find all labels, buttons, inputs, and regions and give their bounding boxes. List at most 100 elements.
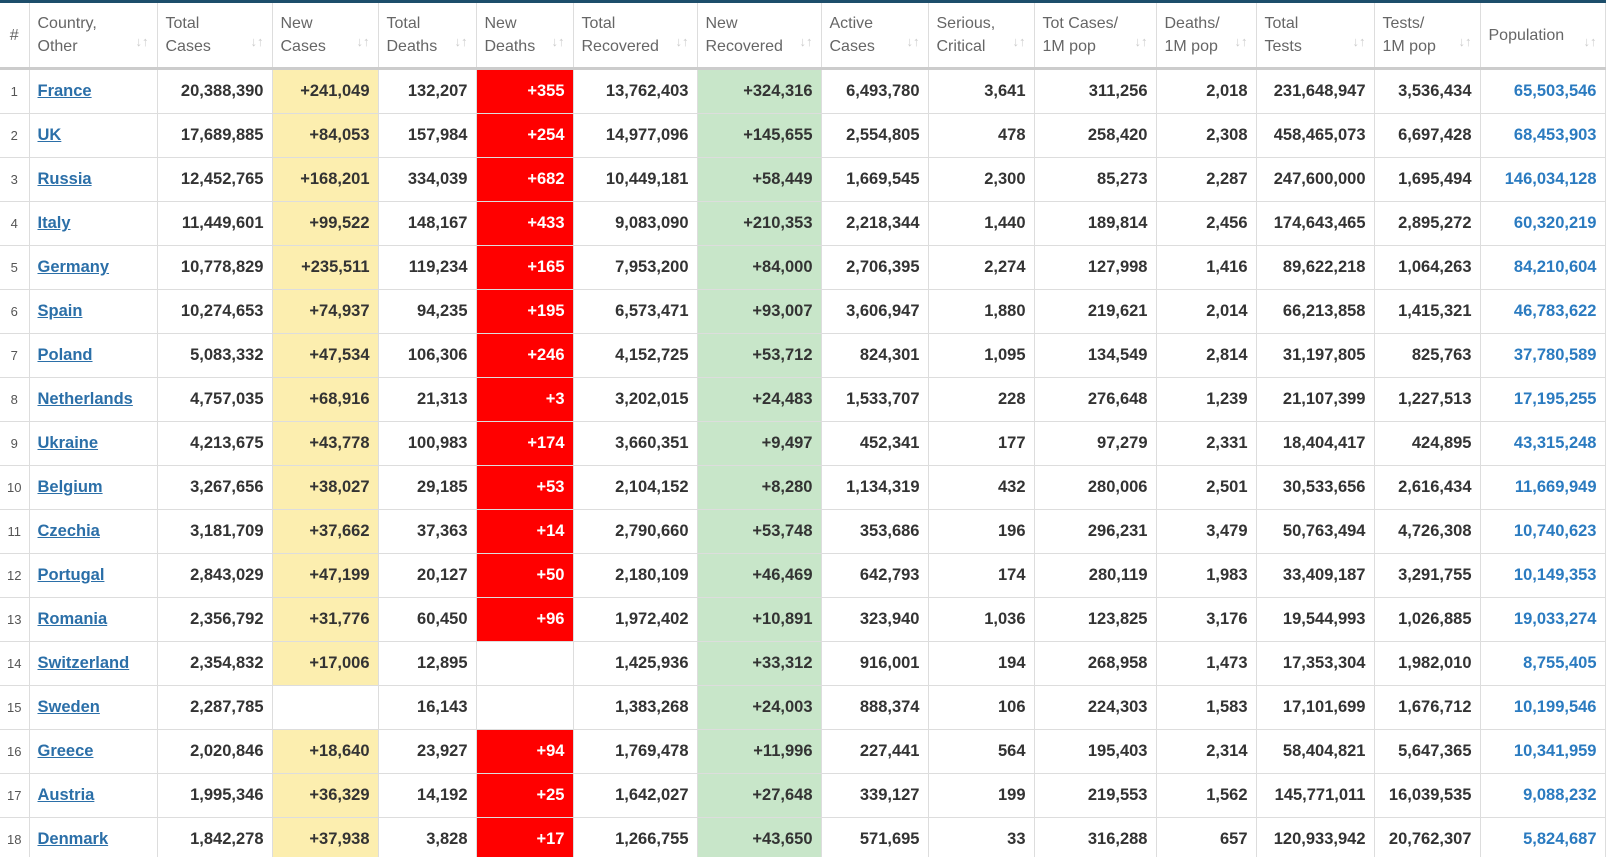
cell: 2,501 bbox=[1156, 465, 1257, 510]
country-link[interactable]: Poland bbox=[37, 346, 93, 364]
cell: +53,748 bbox=[697, 509, 822, 554]
cell: 1,676,712 bbox=[1374, 685, 1481, 730]
cell: 2,354,832 bbox=[157, 641, 273, 686]
cell: 189,814 bbox=[1034, 201, 1157, 246]
cell: Portugal bbox=[29, 553, 158, 598]
cell: 1,425,936 bbox=[573, 641, 698, 686]
cell: 65,503,546 bbox=[1480, 68, 1606, 114]
sort-icon[interactable]: ↓↑ bbox=[675, 34, 689, 49]
column-header[interactable]: Total Deaths ↓↑ bbox=[378, 1, 477, 70]
cell: 12,452,765 bbox=[157, 157, 273, 202]
cell: +50 bbox=[476, 553, 574, 598]
cell: 10,341,959 bbox=[1480, 729, 1606, 774]
header-text: Tests bbox=[1264, 38, 1302, 55]
country-link[interactable]: Netherlands bbox=[37, 390, 133, 408]
cell: 2,554,805 bbox=[821, 113, 929, 158]
header-text: Serious, bbox=[936, 15, 996, 32]
column-header[interactable]: # bbox=[0, 1, 30, 70]
column-header[interactable]: Total Recovered ↓↑ bbox=[573, 1, 698, 70]
cell: 825,763 bbox=[1374, 333, 1481, 378]
sort-icon[interactable]: ↓↑ bbox=[135, 34, 149, 49]
cell: 2,287,785 bbox=[157, 685, 273, 730]
country-link[interactable]: Romania bbox=[37, 610, 108, 628]
column-header[interactable]: Deaths/1M pop ↓↑ bbox=[1156, 1, 1257, 70]
country-link[interactable]: UK bbox=[37, 126, 62, 144]
country-link[interactable]: Russia bbox=[37, 170, 92, 188]
cell: 120,933,942 bbox=[1256, 817, 1375, 857]
cell: 7,953,200 bbox=[573, 245, 698, 290]
country-link[interactable]: Italy bbox=[37, 214, 71, 232]
sort-icon[interactable]: ↓↑ bbox=[1583, 34, 1597, 49]
cell: 353,686 bbox=[821, 509, 929, 554]
country-link[interactable]: Switzerland bbox=[37, 654, 130, 672]
cell: 2,018 bbox=[1156, 68, 1257, 114]
cell: 17,101,699 bbox=[1256, 685, 1375, 730]
sort-icon[interactable]: ↓↑ bbox=[454, 34, 468, 49]
cell: +53,712 bbox=[697, 333, 822, 378]
cell: 4,152,725 bbox=[573, 333, 698, 378]
sort-icon[interactable]: ↓↑ bbox=[799, 34, 813, 49]
column-header[interactable]: Country, Other ↓↑ bbox=[29, 1, 158, 70]
cell: +11,996 bbox=[697, 729, 822, 774]
cell: 3,181,709 bbox=[157, 509, 273, 554]
cell: +68,916 bbox=[272, 377, 379, 422]
country-link[interactable]: Ukraine bbox=[37, 434, 99, 452]
column-header[interactable]: Tot Cases/1M pop ↓↑ bbox=[1034, 1, 1157, 70]
column-header[interactable]: New Deaths ↓↑ bbox=[476, 1, 574, 70]
cell: 2,300 bbox=[928, 157, 1035, 202]
column-header[interactable]: Total Cases ↓↑ bbox=[157, 1, 273, 70]
country-link[interactable]: Germany bbox=[37, 258, 110, 276]
sort-icon[interactable]: ↓↑ bbox=[1012, 34, 1026, 49]
cell: 68,453,903 bbox=[1480, 113, 1606, 158]
sort-icon[interactable]: ↓↑ bbox=[1134, 34, 1148, 49]
cell: 3,606,947 bbox=[821, 289, 929, 334]
cell: 174 bbox=[928, 553, 1035, 598]
country-link[interactable]: Sweden bbox=[37, 698, 100, 716]
column-header[interactable]: Tests/1M pop ↓↑ bbox=[1374, 1, 1481, 70]
sort-icon[interactable]: ↓↑ bbox=[250, 34, 264, 49]
cell: 5,083,332 bbox=[157, 333, 273, 378]
country-link[interactable]: Spain bbox=[37, 302, 83, 320]
sort-icon[interactable]: ↓↑ bbox=[906, 34, 920, 49]
column-header[interactable]: Active Cases ↓↑ bbox=[821, 1, 929, 70]
cell: 1,533,707 bbox=[821, 377, 929, 422]
country-link[interactable]: Portugal bbox=[37, 566, 105, 584]
header-text: Recovered bbox=[581, 38, 659, 55]
cell: 1,642,027 bbox=[573, 773, 698, 818]
country-row: 10 Belgium 3,267,656 +38,027 29,185 +53 2,104,… bbox=[0, 465, 1606, 510]
country-row: 6 Spain 10,274,653 +74,937 94,235 +195 6,573,4… bbox=[0, 289, 1606, 334]
country-link[interactable]: Austria bbox=[37, 786, 95, 804]
sort-icon[interactable]: ↓↑ bbox=[356, 34, 370, 49]
sort-icon[interactable]: ↓↑ bbox=[551, 34, 565, 49]
country-link[interactable]: Czechia bbox=[37, 522, 100, 540]
cell: +195 bbox=[476, 289, 574, 334]
cell: +37,938 bbox=[272, 817, 379, 857]
column-header[interactable]: Total Tests ↓↑ bbox=[1256, 1, 1375, 70]
cell: 219,553 bbox=[1034, 773, 1157, 818]
cell: 3,479 bbox=[1156, 509, 1257, 554]
cell: 13,762,403 bbox=[573, 68, 698, 114]
country-link[interactable]: Belgium bbox=[37, 478, 103, 496]
country-row: 15 Sweden 2,287,785 16,143 1,383,268 +24,003 8… bbox=[0, 685, 1606, 730]
column-header[interactable]: Serious, Critical ↓↑ bbox=[928, 1, 1035, 70]
header-text: # bbox=[9, 26, 19, 44]
column-header[interactable]: New Cases ↓↑ bbox=[272, 1, 379, 70]
sort-icon[interactable]: ↓↑ bbox=[1234, 34, 1248, 49]
country-link[interactable]: France bbox=[37, 82, 92, 100]
cell: +246 bbox=[476, 333, 574, 378]
country-link[interactable]: Greece bbox=[37, 742, 94, 760]
cell: 2,180,109 bbox=[573, 553, 698, 598]
column-header[interactable]: New Recovered ↓↑ bbox=[697, 1, 822, 70]
sort-icon[interactable]: ↓↑ bbox=[1352, 34, 1366, 49]
cell: +3 bbox=[476, 377, 574, 422]
cell: 23,927 bbox=[378, 729, 477, 774]
cell: 5 bbox=[0, 245, 30, 290]
sort-icon[interactable]: ↓↑ bbox=[1458, 34, 1472, 49]
cell: 247,600,000 bbox=[1256, 157, 1375, 202]
cell: France bbox=[29, 68, 158, 114]
header-text: Tests/ bbox=[1382, 15, 1425, 32]
cell: 296,231 bbox=[1034, 509, 1157, 554]
column-header[interactable]: Population ↓↑ bbox=[1480, 1, 1606, 70]
country-link[interactable]: Denmark bbox=[37, 830, 109, 848]
